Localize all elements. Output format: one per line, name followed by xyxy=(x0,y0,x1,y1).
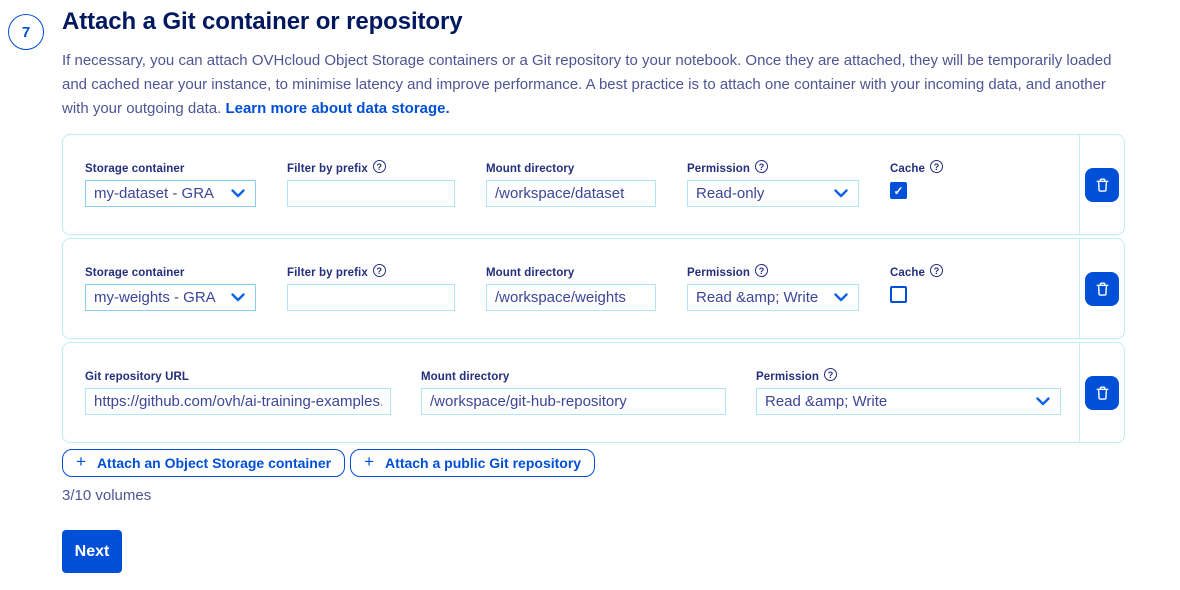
trash-icon xyxy=(1095,177,1110,193)
permission-value: Read-only xyxy=(696,185,765,202)
storage-container-select[interactable]: my-dataset - GRA xyxy=(85,180,256,207)
storage-container-label: Storage container xyxy=(85,162,185,175)
volume-list: Storage container my-dataset - GRA Filte… xyxy=(62,134,1125,443)
help-icon[interactable]: ? xyxy=(824,368,837,381)
step-number: 7 xyxy=(21,23,31,41)
delete-volume-button[interactable] xyxy=(1085,167,1119,202)
help-icon[interactable]: ? xyxy=(372,264,386,277)
volume-card: Storage container my-weights - GRA Filte… xyxy=(62,238,1125,339)
cache-label: Cache ? xyxy=(890,160,944,176)
git-repository-url-input[interactable] xyxy=(85,388,391,415)
help-icon[interactable]: ? xyxy=(755,160,768,173)
mount-directory-label: Mount directory xyxy=(486,266,575,279)
filter-by-prefix-label: Filter by prefix ? xyxy=(287,264,455,280)
attach-git-repository-label: Attach a public Git repository xyxy=(385,455,582,471)
permission-label: Permission ? xyxy=(756,368,1061,384)
volume-card: Storage container my-dataset - GRA Filte… xyxy=(62,134,1125,235)
storage-container-value: my-dataset - GRA xyxy=(94,185,215,202)
trash-icon xyxy=(1095,281,1110,297)
attach-git-repository-button[interactable]: + Attach a public Git repository xyxy=(350,449,596,477)
mount-directory-input[interactable] xyxy=(421,388,726,415)
permission-label: Permission ? xyxy=(687,160,859,176)
git-repository-url-label: Git repository URL xyxy=(85,370,190,383)
storage-container-select[interactable]: my-weights - GRA xyxy=(85,284,256,311)
chevron-down-icon xyxy=(1036,397,1050,406)
permission-value: Read &amp; Write xyxy=(765,393,888,410)
mount-directory-label: Mount directory xyxy=(421,370,510,383)
next-button[interactable]: Next xyxy=(62,530,122,573)
attach-object-storage-button[interactable]: + Attach an Object Storage container xyxy=(62,449,346,477)
filter-by-prefix-label: Filter by prefix ? xyxy=(287,160,455,176)
volumes-count: 3/10 volumes xyxy=(62,487,152,504)
permission-select[interactable]: Read-only xyxy=(687,180,859,207)
chevron-down-icon xyxy=(231,189,245,198)
page: 7 Attach a Git container or repository I… xyxy=(0,8,1180,590)
permission-label: Permission ? xyxy=(687,264,859,280)
description-text: If necessary, you can attach OVHcloud Ob… xyxy=(62,52,1112,117)
storage-container-value: my-weights - GRA xyxy=(94,289,216,306)
help-icon[interactable]: ? xyxy=(755,264,768,277)
step-number-badge: 7 xyxy=(8,14,44,50)
description: If necessary, you can attach OVHcloud Ob… xyxy=(62,49,1125,121)
page-title: Attach a Git container or repository xyxy=(62,8,463,35)
cache-checkbox[interactable]: ✓ xyxy=(890,182,907,199)
delete-column xyxy=(1079,135,1124,234)
attach-object-storage-label: Attach an Object Storage container xyxy=(96,455,332,471)
mount-directory-input[interactable] xyxy=(486,284,656,311)
storage-container-label: Storage container xyxy=(85,266,185,279)
permission-select[interactable]: Read &amp; Write xyxy=(756,388,1061,415)
permission-value: Read &amp; Write xyxy=(696,289,819,306)
cache-label: Cache ? xyxy=(890,264,944,280)
trash-icon xyxy=(1095,385,1110,401)
delete-volume-button[interactable] xyxy=(1085,271,1119,306)
volume-card: Git repository URL Mount directory Permi… xyxy=(62,342,1125,443)
filter-by-prefix-input[interactable] xyxy=(287,284,455,311)
help-icon[interactable]: ? xyxy=(372,160,386,173)
filter-by-prefix-input[interactable] xyxy=(287,180,455,207)
mount-directory-label: Mount directory xyxy=(486,162,575,175)
help-icon[interactable]: ? xyxy=(930,160,944,173)
delete-volume-button[interactable] xyxy=(1085,375,1119,410)
cache-checkbox[interactable]: ✓ xyxy=(890,286,907,303)
chevron-down-icon xyxy=(231,293,245,302)
delete-column xyxy=(1079,343,1124,442)
delete-column xyxy=(1079,239,1124,338)
check-icon: ✓ xyxy=(893,183,904,198)
attach-actions: + Attach an Object Storage container + A… xyxy=(62,449,1125,477)
permission-select[interactable]: Read &amp; Write xyxy=(687,284,859,311)
mount-directory-input[interactable] xyxy=(486,180,656,207)
help-icon[interactable]: ? xyxy=(930,264,944,277)
chevron-down-icon xyxy=(834,189,848,198)
chevron-down-icon xyxy=(834,293,848,302)
plus-icon: + xyxy=(364,452,375,471)
learn-more-link[interactable]: Learn more about data storage. xyxy=(225,100,450,117)
plus-icon: + xyxy=(76,452,86,471)
